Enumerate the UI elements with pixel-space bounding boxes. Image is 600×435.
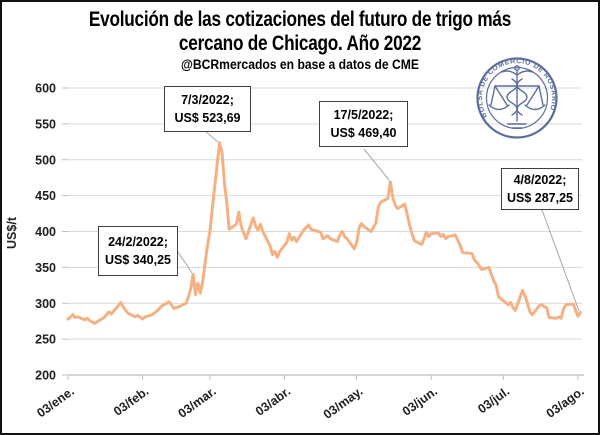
y-axis-tick-label: 550: [35, 117, 56, 131]
annotation-box-7-3: 7/3/2022; US$ 523,69: [164, 86, 251, 133]
x-axis-tick-label: 03/abr.: [253, 384, 293, 419]
annotation-box-4-8: 4/8/2022; US$ 287,25: [501, 168, 579, 211]
annotation-box-17-5: 17/5/2022; US$ 469,40: [319, 101, 408, 148]
annotation-box-24-2: 24/2/2022; US$ 340,25: [98, 226, 178, 277]
annotation-value: US$ 523,69: [174, 111, 241, 126]
y-axis-title: US$/t: [5, 216, 19, 249]
logo-outer-ring: [476, 57, 558, 139]
leader-line-7-3: [204, 130, 219, 143]
x-axis-tick-label: 03/mar.: [176, 384, 219, 421]
bcr-logo-seal: BOLSA DE COMERCIO DE ROSARIO: [476, 57, 558, 139]
annotation-value: US$ 469,40: [330, 126, 397, 141]
x-axis-tick-label: 03/jul.: [475, 384, 512, 416]
leader-line-24-2: [177, 251, 193, 274]
y-axis-tick-label: 300: [35, 297, 56, 311]
y-axis-tick-label: 200: [35, 369, 56, 383]
x-axis-tick-label: 03/ago.: [544, 384, 587, 421]
annotation-date: 4/8/2022;: [513, 173, 567, 187]
x-axis-tick-label: 03/feb.: [111, 384, 151, 419]
y-axis-tick-label: 350: [35, 261, 56, 275]
annotation-value: US$ 340,25: [104, 253, 172, 268]
y-axis-tick-label: 500: [35, 153, 56, 167]
x-axis-tick-label: 03/jun.: [400, 384, 440, 419]
x-axis-tick-label: 03/may.: [321, 384, 366, 422]
price-line-series: [66, 141, 582, 325]
annotation-value: US$ 287,25: [506, 191, 574, 206]
annotation-date: 24/2/2022;: [108, 235, 168, 249]
y-axis-tick-label: 600: [35, 82, 56, 96]
annotation-date: 7/3/2022;: [181, 93, 234, 107]
x-axis-tick-label: 03/ene.: [34, 384, 77, 420]
y-axis-tick-label: 400: [35, 225, 56, 239]
y-axis-tick-label: 250: [35, 333, 56, 347]
y-axis-tick-label: 450: [35, 189, 56, 203]
annotation-date: 17/5/2022;: [333, 108, 394, 122]
annotation-leader-lines: [177, 130, 580, 312]
caduceus-and-scales-icon: [488, 65, 546, 129]
leader-line-4-8: [540, 206, 580, 312]
leader-line-17-5: [363, 148, 390, 181]
